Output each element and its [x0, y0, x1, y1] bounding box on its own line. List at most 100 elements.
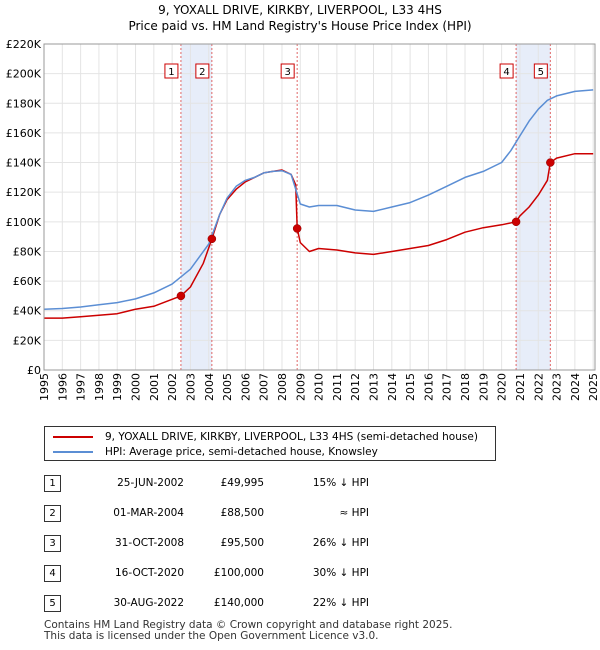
table-row: 3 31-OCT-2008 £95,500 26% ↓ HPI: [44, 533, 384, 553]
sale-price: £88,500: [220, 507, 264, 519]
table-row: 5 30-AUG-2022 £140,000 22% ↓ HPI: [44, 593, 384, 613]
sale-number: 4: [44, 565, 61, 582]
x-tick-label: 2021: [514, 373, 527, 401]
sale-period-shading: [516, 44, 551, 370]
sale-number-box: [533, 63, 548, 79]
sale-number-label: 2: [199, 67, 205, 78]
sale-hpi-relation: 30% ↓ HPI: [312, 567, 369, 579]
sale-date: 30-AUG-2022: [113, 597, 184, 609]
x-tick-label: 2003: [184, 373, 197, 401]
x-tick-label: 2008: [276, 373, 289, 401]
table-row: 2 01-MAR-2004 £88,500 ≈ HPI: [44, 503, 384, 523]
x-tick-label: 2001: [148, 373, 161, 401]
y-tick-label: £180K: [6, 97, 42, 110]
legend: 9, YOXALL DRIVE, KIRKBY, LIVERPOOL, L33 …: [44, 426, 496, 461]
y-tick-label: £160K: [6, 127, 42, 140]
legend-item-hpi: HPI: Average price, semi-detached house,…: [53, 445, 378, 459]
x-tick-label: 2018: [459, 373, 472, 401]
sale-point: [511, 217, 521, 227]
legend-label-hpi: HPI: Average price, semi-detached house,…: [105, 446, 378, 458]
x-tick-label: 2016: [422, 373, 435, 401]
x-tick-label: 2006: [239, 373, 252, 401]
sale-number: 1: [44, 475, 61, 492]
sale-hpi-relation: 26% ↓ HPI: [312, 537, 369, 549]
sale-date: 16-OCT-2020: [115, 567, 184, 579]
x-tick-label: 2000: [130, 373, 143, 401]
y-tick-label: £60K: [13, 275, 42, 288]
sale-hpi-relation: ≈ HPI: [339, 507, 369, 519]
x-tick-label: 2024: [569, 373, 582, 401]
sale-point: [207, 234, 217, 244]
x-tick-label: 2020: [496, 373, 509, 401]
sale-number-label: 3: [284, 67, 290, 78]
x-tick-label: 2010: [313, 373, 326, 401]
table-row: 4 16-OCT-2020 £100,000 30% ↓ HPI: [44, 563, 384, 583]
sale-date: 01-MAR-2004: [113, 507, 184, 519]
x-tick-label: 2011: [331, 373, 344, 401]
x-tick-label: 2019: [477, 373, 490, 401]
table-row: 1 25-JUN-2002 £49,995 15% ↓ HPI: [44, 473, 384, 493]
x-tick-label: 2013: [368, 373, 381, 401]
sale-number-box: [195, 63, 210, 79]
footer: Contains HM Land Registry data © Crown c…: [44, 620, 452, 642]
sale-number: 2: [44, 505, 61, 522]
sale-period-shading: [180, 44, 212, 370]
x-tick-label: 2004: [203, 373, 216, 401]
sale-number: 3: [44, 535, 61, 552]
footer-licence: This data is licensed under the Open Gov…: [44, 630, 379, 642]
sale-price: £95,500: [220, 537, 264, 549]
x-tick-label: 2017: [441, 373, 454, 401]
x-tick-label: 1998: [93, 373, 106, 401]
legend-line-property: [53, 436, 93, 438]
sale-number-label: 1: [168, 67, 174, 78]
sale-point: [176, 291, 186, 301]
y-tick-label: £200K: [6, 68, 42, 81]
y-tick-label: £140K: [6, 157, 42, 170]
x-tick-label: 2023: [551, 373, 564, 401]
footer-copyright: Contains HM Land Registry data © Crown c…: [44, 619, 453, 631]
sale-hpi-relation: 22% ↓ HPI: [312, 597, 369, 609]
x-tick-label: 1997: [75, 373, 88, 401]
sale-price: £100,000: [213, 567, 264, 579]
sale-hpi-relation: 15% ↓ HPI: [312, 477, 369, 489]
sale-date: 31-OCT-2008: [115, 537, 184, 549]
x-tick-label: 2005: [221, 373, 234, 401]
hpi-line: [43, 89, 594, 310]
legend-item-property: 9, YOXALL DRIVE, KIRKBY, LIVERPOOL, L33 …: [53, 430, 478, 444]
y-tick-label: £0: [27, 364, 41, 377]
sale-number-label: 5: [538, 67, 544, 78]
x-tick-label: 2002: [166, 373, 179, 401]
chart-title: 9, YOXALL DRIVE, KIRKBY, LIVERPOOL, L33 …: [158, 3, 442, 17]
sale-number: 5: [44, 595, 61, 612]
sale-point: [546, 158, 555, 167]
y-tick-label: £80K: [13, 245, 42, 258]
sale-number-label: 4: [503, 67, 509, 78]
y-tick-label: £220K: [6, 38, 42, 51]
x-tick-label: 2009: [294, 373, 307, 401]
y-tick-label: £100K: [6, 216, 42, 229]
x-tick-label: 2012: [349, 373, 362, 401]
plot-area-border: [43, 43, 596, 371]
sale-number-box: [280, 63, 295, 79]
legend-line-hpi: [53, 451, 93, 453]
x-tick-label: 2007: [258, 373, 271, 401]
sale-price: £140,000: [213, 597, 264, 609]
chart-subtitle: Price paid vs. HM Land Registry's House …: [128, 19, 471, 33]
y-tick-label: £120K: [6, 186, 42, 199]
x-tick-label: 2025: [587, 373, 600, 401]
x-tick-label: 2015: [404, 373, 417, 401]
sale-point: [292, 224, 302, 233]
x-tick-label: 2014: [386, 373, 399, 401]
sale-date: 25-JUN-2002: [117, 477, 184, 489]
x-tick-label: 2022: [532, 373, 545, 401]
legend-label-property: 9, YOXALL DRIVE, KIRKBY, LIVERPOOL, L33 …: [105, 431, 478, 443]
x-tick-label: 1999: [111, 373, 124, 401]
y-tick-label: £20K: [13, 334, 42, 347]
x-tick-label: 1995: [38, 373, 51, 401]
x-tick-label: 1996: [56, 373, 69, 401]
y-tick-label: £40K: [13, 305, 42, 318]
price-chart: 9, YOXALL DRIVE, KIRKBY, LIVERPOOL, L33 …: [6, 3, 600, 401]
sale-number-box: [499, 63, 514, 79]
sale-price: £49,995: [220, 477, 264, 489]
sale-number-box: [164, 63, 179, 79]
